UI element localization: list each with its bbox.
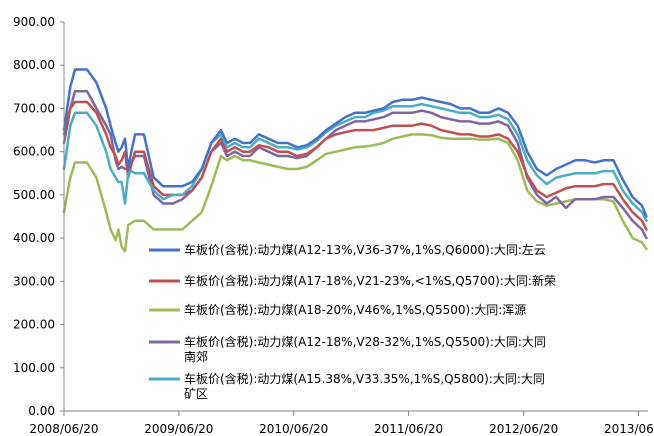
y-tick-label: 100.00 <box>13 361 55 375</box>
legend: 车板价(含税):动力煤(A12-13%,V36-37%,1%S,Q6000):大… <box>149 242 556 401</box>
x-tick-label: 2009/06/20 <box>144 422 213 436</box>
legend-label-1: 车板价(含税):动力煤(A17-18%,V21-23%,<1%S,Q5700):… <box>184 273 556 288</box>
y-tick-label: 400.00 <box>13 231 55 245</box>
series-line-4 <box>62 102 648 223</box>
y-tick-label: 0.00 <box>28 404 55 418</box>
series-lines <box>62 68 648 253</box>
y-tick-label: 700.00 <box>13 101 55 115</box>
legend-label-2: 车板价(含税):动力煤(A18-20%,V46%,1%S,Q5500):大同:浑… <box>184 302 526 317</box>
legend-label-0: 车板价(含税):动力煤(A12-13%,V36-37%,1%S,Q6000):大… <box>184 242 546 257</box>
y-tick-label: 300.00 <box>13 274 55 288</box>
y-tick-label: 200.00 <box>13 318 55 332</box>
x-tick-label: 2013/06/20 <box>604 422 654 436</box>
y-tick-label: 600.00 <box>13 145 55 159</box>
x-tick-label: 2010/06/20 <box>259 422 328 436</box>
x-tick-label: 2008/06/20 <box>29 422 98 436</box>
legend-label-3: 车板价(含税):动力煤(A12-18%,V28-32%,1%S,Q5500):大… <box>184 334 546 364</box>
y-tick-label: 500.00 <box>13 188 55 202</box>
x-tick-label: 2011/06/20 <box>374 422 443 436</box>
y-tick-label: 800.00 <box>13 58 55 72</box>
y-axis-ticks: 0.00 100.00 200.00 300.00 400.00 500.00 600.00… <box>13 15 64 418</box>
legend-label-4: 车板价(含税):动力煤(A15.38%,V33.35%,1%S,Q5800):大… <box>184 371 545 401</box>
x-axis-ticks: 2008/06/20 2009/06/20 2010/06/20 2011/06/20… <box>29 411 654 436</box>
series-line-0 <box>62 68 648 218</box>
series-line-2 <box>62 133 648 253</box>
x-tick-label: 2012/06/20 <box>489 422 558 436</box>
y-tick-label: 900.00 <box>13 15 55 29</box>
